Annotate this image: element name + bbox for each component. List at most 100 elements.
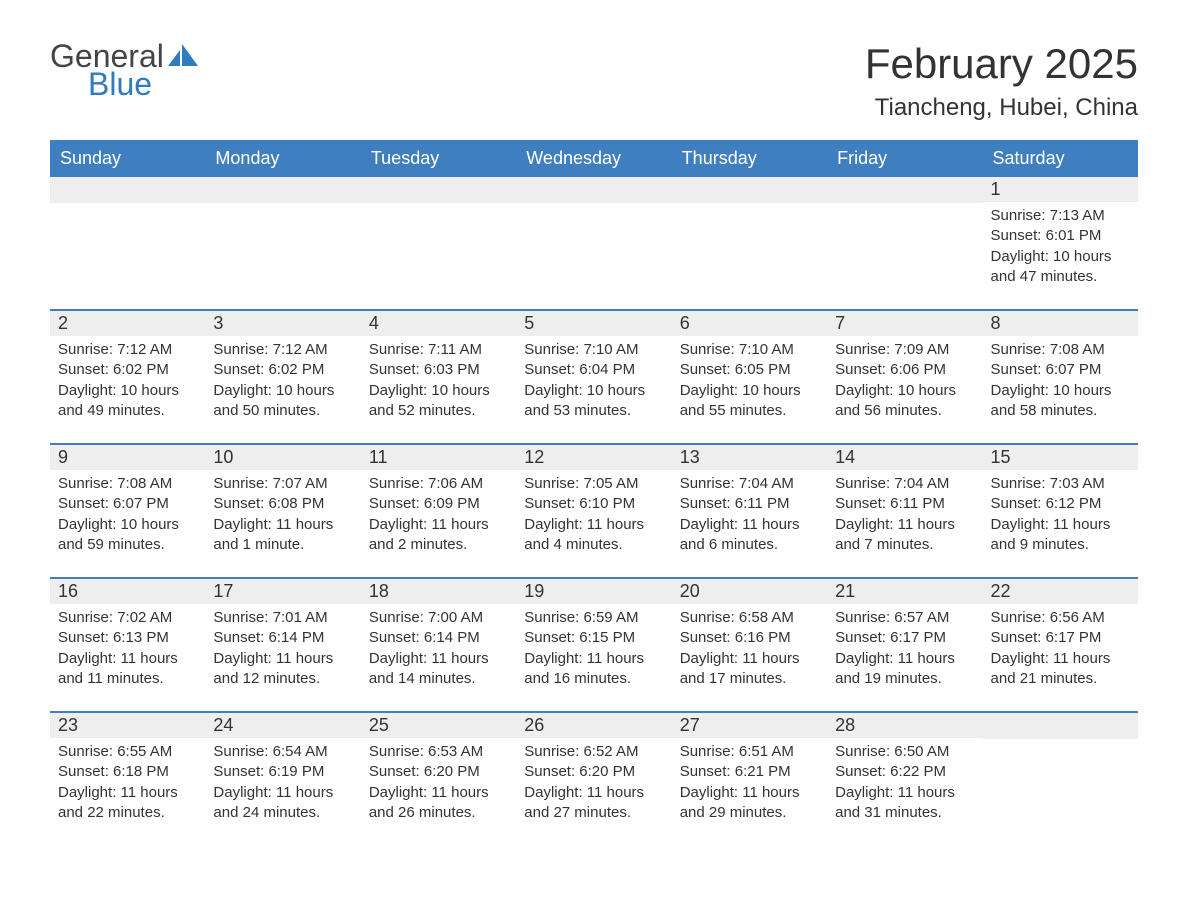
daylight-line: Daylight: 11 hours and 2 minutes. [369, 515, 508, 556]
calendar-week: 16 Sunrise: 7:02 AMSunset: 6:13 PMDayligh… [50, 577, 1138, 699]
day-number-row [205, 177, 360, 203]
day-number: 17 [213, 581, 233, 601]
sunrise-line: Sunrise: 7:10 AM [524, 340, 663, 360]
day-number: 20 [680, 581, 700, 601]
daylight-line: Daylight: 11 hours and 29 minutes. [680, 783, 819, 824]
day-number-row: 13 [672, 445, 827, 470]
daylight-line: Daylight: 11 hours and 21 minutes. [991, 649, 1130, 690]
sunrise-line: Sunrise: 6:54 AM [213, 742, 352, 762]
day-details: Sunrise: 6:51 AMSunset: 6:21 PMDaylight:… [680, 742, 819, 823]
calendar-day: 18Sunrise: 7:00 AMSunset: 6:14 PMDayligh… [361, 579, 516, 699]
day-number: 4 [369, 313, 379, 333]
sunrise-line: Sunrise: 7:07 AM [213, 474, 352, 494]
day-number-row: 27 [672, 713, 827, 738]
calendar-day [361, 177, 516, 297]
page-header: General Blue February 2025 Tiancheng, Hu… [50, 40, 1138, 122]
day-details: Sunrise: 7:02 AMSunset: 6:13 PMDaylight:… [58, 608, 197, 689]
daylight-line: Daylight: 11 hours and 6 minutes. [680, 515, 819, 556]
sunset-line: Sunset: 6:09 PM [369, 494, 508, 514]
day-details: Sunrise: 7:04 AMSunset: 6:11 PMDaylight:… [680, 474, 819, 555]
sunset-line: Sunset: 6:02 PM [58, 360, 197, 380]
sunrise-line: Sunrise: 7:12 AM [58, 340, 197, 360]
day-details: Sunrise: 6:52 AMSunset: 6:20 PMDaylight:… [524, 742, 663, 823]
day-number-row: 4 [361, 311, 516, 336]
weekday-header: Tuesday [361, 140, 516, 177]
day-details: Sunrise: 7:03 AMSunset: 6:12 PMDaylight:… [991, 474, 1130, 555]
sunrise-line: Sunrise: 6:51 AM [680, 742, 819, 762]
calendar-day: 15Sunrise: 7:03 AMSunset: 6:12 PMDayligh… [983, 445, 1138, 565]
sunset-line: Sunset: 6:16 PM [680, 628, 819, 648]
day-number-row: 17 [205, 579, 360, 604]
calendar-day: 14Sunrise: 7:04 AMSunset: 6:11 PMDayligh… [827, 445, 982, 565]
calendar-day: 19Sunrise: 6:59 AMSunset: 6:15 PMDayligh… [516, 579, 671, 699]
title-block: February 2025 Tiancheng, Hubei, China [865, 40, 1138, 122]
sunset-line: Sunset: 6:19 PM [213, 762, 352, 782]
weekday-header: Monday [205, 140, 360, 177]
day-details: Sunrise: 7:09 AMSunset: 6:06 PMDaylight:… [835, 340, 974, 421]
sunset-line: Sunset: 6:01 PM [991, 226, 1130, 246]
sunset-line: Sunset: 6:20 PM [369, 762, 508, 782]
day-number: 27 [680, 715, 700, 735]
day-details: Sunrise: 7:07 AMSunset: 6:08 PMDaylight:… [213, 474, 352, 555]
sunrise-line: Sunrise: 7:01 AM [213, 608, 352, 628]
daylight-line: Daylight: 10 hours and 59 minutes. [58, 515, 197, 556]
sunset-line: Sunset: 6:07 PM [991, 360, 1130, 380]
sunset-line: Sunset: 6:14 PM [213, 628, 352, 648]
calendar-day: 3Sunrise: 7:12 AMSunset: 6:02 PMDaylight… [205, 311, 360, 431]
weekday-header: Friday [827, 140, 982, 177]
day-details: Sunrise: 6:56 AMSunset: 6:17 PMDaylight:… [991, 608, 1130, 689]
day-number: 1 [991, 179, 1001, 199]
sunset-line: Sunset: 6:08 PM [213, 494, 352, 514]
day-number: 18 [369, 581, 389, 601]
daylight-line: Daylight: 11 hours and 12 minutes. [213, 649, 352, 690]
calendar-day: 9 Sunrise: 7:08 AMSunset: 6:07 PMDaylight… [50, 445, 205, 565]
day-number-row: 16 [50, 579, 205, 604]
day-details: Sunrise: 7:11 AMSunset: 6:03 PMDaylight:… [369, 340, 508, 421]
day-number-row: 6 [672, 311, 827, 336]
sunrise-line: Sunrise: 7:13 AM [991, 206, 1130, 226]
calendar-day: 25Sunrise: 6:53 AMSunset: 6:20 PMDayligh… [361, 713, 516, 833]
day-number-row: 24 [205, 713, 360, 738]
day-number-row [827, 177, 982, 203]
day-number-row: 9 [50, 445, 205, 470]
weekday-header: Sunday [50, 140, 205, 177]
daylight-line: Daylight: 10 hours and 56 minutes. [835, 381, 974, 422]
sunrise-line: Sunrise: 6:58 AM [680, 608, 819, 628]
day-number: 3 [213, 313, 223, 333]
calendar-day [672, 177, 827, 297]
sunset-line: Sunset: 6:15 PM [524, 628, 663, 648]
sunset-line: Sunset: 6:12 PM [991, 494, 1130, 514]
calendar-day: 5Sunrise: 7:10 AMSunset: 6:04 PMDaylight… [516, 311, 671, 431]
daylight-line: Daylight: 11 hours and 16 minutes. [524, 649, 663, 690]
sunrise-line: Sunrise: 7:04 AM [835, 474, 974, 494]
day-number-row: 20 [672, 579, 827, 604]
daylight-line: Daylight: 10 hours and 52 minutes. [369, 381, 508, 422]
calendar-day: 12Sunrise: 7:05 AMSunset: 6:10 PMDayligh… [516, 445, 671, 565]
sunrise-line: Sunrise: 7:09 AM [835, 340, 974, 360]
day-number-row: 19 [516, 579, 671, 604]
day-number-row [516, 177, 671, 203]
calendar-day: 24Sunrise: 6:54 AMSunset: 6:19 PMDayligh… [205, 713, 360, 833]
sunrise-line: Sunrise: 6:53 AM [369, 742, 508, 762]
calendar-day: 7Sunrise: 7:09 AMSunset: 6:06 PMDaylight… [827, 311, 982, 431]
calendar-day: 23Sunrise: 6:55 AMSunset: 6:18 PMDayligh… [50, 713, 205, 833]
daylight-line: Daylight: 11 hours and 26 minutes. [369, 783, 508, 824]
day-details: Sunrise: 7:10 AMSunset: 6:05 PMDaylight:… [680, 340, 819, 421]
sunrise-line: Sunrise: 7:12 AM [213, 340, 352, 360]
sunrise-line: Sunrise: 7:08 AM [58, 474, 197, 494]
day-details: Sunrise: 7:08 AMSunset: 6:07 PMDaylight:… [991, 340, 1130, 421]
calendar-day: 22Sunrise: 6:56 AMSunset: 6:17 PMDayligh… [983, 579, 1138, 699]
weeks-container: 1 Sunrise: 7:13 AMSunset: 6:01 PM Daylight… [50, 177, 1138, 833]
calendar-week: 2Sunrise: 7:12 AMSunset: 6:02 PMDaylight… [50, 309, 1138, 431]
sunset-line: Sunset: 6:22 PM [835, 762, 974, 782]
daylight-line: Daylight: 11 hours and 27 minutes. [524, 783, 663, 824]
sunrise-line: Sunrise: 7:04 AM [680, 474, 819, 494]
sunset-line: Sunset: 6:11 PM [680, 494, 819, 514]
day-number-row: 21 [827, 579, 982, 604]
day-number-row [50, 177, 205, 203]
day-details: Sunrise: 7:12 AMSunset: 6:02 PMDaylight:… [58, 340, 197, 421]
day-details: Sunrise: 7:04 AMSunset: 6:11 PMDaylight:… [835, 474, 974, 555]
weekday-header-row: SundayMondayTuesdayWednesdayThursdayFrid… [50, 140, 1138, 177]
sunset-line: Sunset: 6:07 PM [58, 494, 197, 514]
day-number-row: 10 [205, 445, 360, 470]
